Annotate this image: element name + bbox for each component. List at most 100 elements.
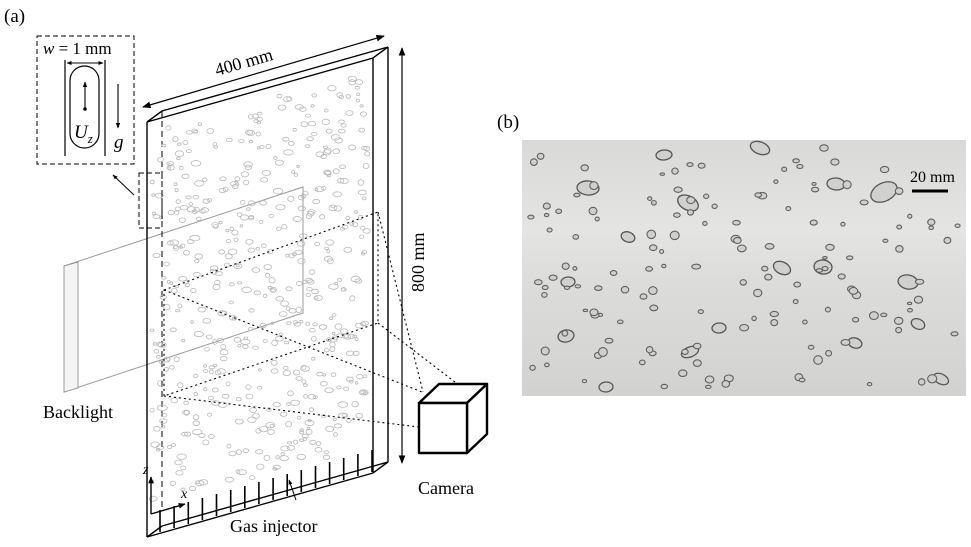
photo-bubble xyxy=(917,378,926,386)
tank-bubble xyxy=(341,413,348,418)
tank-bubble xyxy=(325,128,333,134)
tank-bubble xyxy=(277,104,287,111)
tank-bubble xyxy=(256,145,261,150)
tank-bubble xyxy=(193,271,201,278)
photo-bubble xyxy=(859,199,869,206)
tank-bubble xyxy=(212,339,218,345)
tank-bubble xyxy=(234,418,244,425)
photo-bubble xyxy=(879,165,890,174)
photo-bubble xyxy=(910,317,926,331)
tank-bubble xyxy=(340,287,346,292)
tank-bubble xyxy=(198,433,206,438)
tank-bubble xyxy=(173,356,180,363)
tank-bubble xyxy=(283,149,294,156)
tank-bubble xyxy=(314,447,323,453)
gas-injector-needles xyxy=(159,450,373,532)
tank-bubble xyxy=(332,168,340,175)
tank-bubble xyxy=(333,423,342,429)
tank-bubble xyxy=(218,187,227,193)
tank-bubble xyxy=(185,149,192,154)
tank-bubble xyxy=(227,248,238,255)
tank-bubble xyxy=(333,205,342,212)
photo-bubble xyxy=(895,326,903,334)
tank-bubble xyxy=(167,166,171,170)
photo-bubbles xyxy=(527,140,961,393)
photo-bubble xyxy=(769,310,779,318)
panel-a-label: (a) xyxy=(4,6,25,27)
tank-bubble xyxy=(174,459,183,466)
tank-bubble xyxy=(217,310,228,317)
photo-bubble xyxy=(697,309,704,315)
tank-bubble xyxy=(197,122,202,126)
tank-bubble xyxy=(203,387,208,392)
tank-bubble xyxy=(225,228,230,233)
tank-bubble xyxy=(176,156,181,160)
photo-bubble xyxy=(648,286,658,296)
photo-bubble xyxy=(692,342,702,350)
tank-bubble xyxy=(163,261,170,267)
tank-bubble xyxy=(206,128,215,134)
tank-bubble xyxy=(356,92,361,96)
tank-bubble xyxy=(292,320,299,325)
tank-bubble xyxy=(282,365,289,370)
tank-bubble xyxy=(345,110,354,116)
tank-bubble xyxy=(174,188,179,193)
tank-bubble xyxy=(274,159,284,166)
tank-bubble xyxy=(194,480,205,487)
tank-bubble xyxy=(173,245,180,251)
backlight xyxy=(63,186,304,393)
tank-bubble xyxy=(266,407,272,412)
tank-bubble xyxy=(304,113,311,118)
tank-bubble xyxy=(237,344,242,348)
photo-bubble xyxy=(896,224,903,230)
photo-bubble xyxy=(772,260,792,276)
photo-bubble xyxy=(561,329,569,337)
axis-z-label: z xyxy=(142,463,149,478)
tank-bubble xyxy=(255,449,264,455)
tank-bubble xyxy=(307,120,317,127)
tank-bubble xyxy=(219,355,228,362)
tank-bubble xyxy=(259,200,267,206)
tank-bubble xyxy=(339,177,349,184)
photo-bubble xyxy=(840,221,846,227)
tank-bubble xyxy=(150,179,155,185)
tank-bubble xyxy=(359,234,365,239)
tank-bubble xyxy=(285,253,290,258)
tank-bubble xyxy=(300,365,310,372)
tank-bubble xyxy=(319,381,328,387)
tank-bubble xyxy=(231,229,239,236)
tank-bubble xyxy=(331,331,336,336)
tank-bubble xyxy=(168,365,175,370)
tank-bubble xyxy=(343,246,353,253)
tank-bubble xyxy=(256,385,263,390)
tank-bubble xyxy=(343,333,351,340)
gas-injector-label: Gas injector xyxy=(230,516,317,536)
tank-bubble xyxy=(225,137,233,142)
tank-bubble xyxy=(316,371,324,377)
tank-bubble xyxy=(235,263,240,268)
tank-bubble xyxy=(239,199,246,205)
tank-bubble xyxy=(169,239,180,246)
tank-bubble xyxy=(275,296,284,302)
photo-bubble xyxy=(913,295,924,304)
width-label: 400 mm xyxy=(212,44,275,80)
tank-bubble xyxy=(259,322,267,329)
tank-bubble xyxy=(165,125,172,131)
tank-bubble xyxy=(171,443,176,448)
tank-bubble xyxy=(285,306,291,311)
tank-bubble xyxy=(219,176,227,182)
tank-bubble xyxy=(292,439,299,445)
photo-bubble xyxy=(544,362,550,368)
tank-bubble xyxy=(294,249,303,256)
tank-bubble xyxy=(355,412,364,419)
tank-bubble xyxy=(287,390,294,397)
tank-bubble xyxy=(161,276,167,280)
tank-bubble xyxy=(252,113,259,119)
tank-bubble xyxy=(292,369,301,376)
tank-bubble xyxy=(159,418,168,424)
photo-bubble xyxy=(773,179,779,184)
tank-bubble xyxy=(210,265,219,272)
tank-bubble xyxy=(332,148,340,155)
photo-bubble xyxy=(686,196,696,205)
tank-bubble xyxy=(363,145,371,152)
